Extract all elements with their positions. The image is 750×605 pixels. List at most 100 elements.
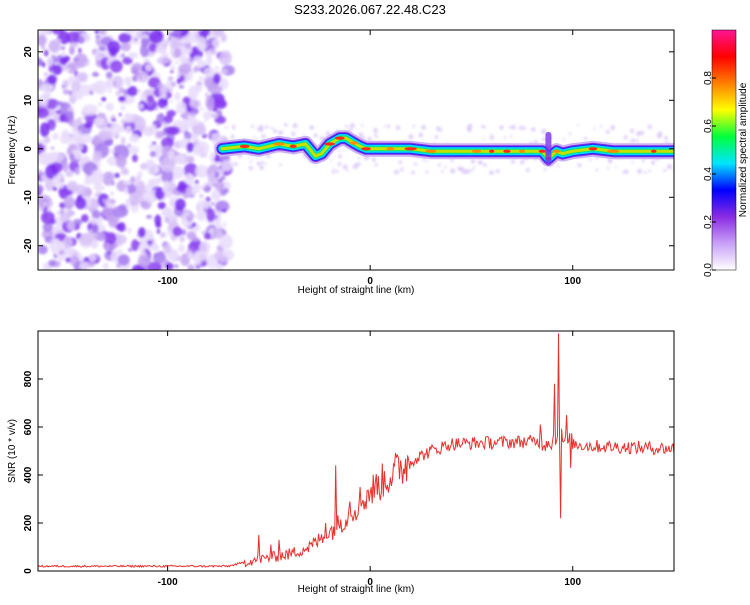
heatmap-faint-blob xyxy=(450,168,456,174)
heatmap-noise-blob xyxy=(168,31,174,37)
heatmap-noise-blob xyxy=(93,117,105,126)
heatmap-faint-blob xyxy=(400,168,404,172)
heatmap-noise-blob xyxy=(167,213,175,223)
heatmap-faint-blob xyxy=(458,166,464,172)
snr-y-tick-label: 800 xyxy=(23,370,34,387)
heatmap-noise-blob xyxy=(178,84,185,89)
heatmap-noise-blob xyxy=(46,56,54,67)
snr-frame xyxy=(38,331,674,571)
heatmap-faint-blob xyxy=(265,125,269,129)
heatmap-noise-blob xyxy=(173,48,182,58)
heatmap-x-axis: -100 0 100 xyxy=(158,30,582,287)
heatmap-noise-blob xyxy=(196,207,201,211)
heatmap-noise-blob xyxy=(115,90,121,97)
heatmap-faint-blob xyxy=(367,136,372,142)
heatmap-noise-blob xyxy=(52,175,61,187)
heatmap-noise-blob xyxy=(48,111,52,117)
heatmap-noise-blob xyxy=(197,60,207,69)
heatmap-noise-blob xyxy=(183,42,192,50)
heatmap-noise-blob xyxy=(214,228,223,240)
heatmap-noise-blob xyxy=(111,118,117,122)
heatmap-noise-blob xyxy=(131,239,139,252)
heatmap-track-hot xyxy=(425,149,437,153)
heatmap-noise-blob xyxy=(153,253,158,258)
heatmap-noise-blob xyxy=(49,238,62,254)
heatmap-noise-blob xyxy=(124,30,137,35)
heatmap-noise-blob xyxy=(123,94,135,105)
heatmap-noise-blob xyxy=(173,30,183,36)
heatmap-noise-blob xyxy=(137,241,141,245)
heatmap-noise-blob xyxy=(137,227,146,238)
heatmap-noise-blob xyxy=(146,261,162,270)
heatmap-y-tick-label: 10 xyxy=(23,94,34,106)
heatmap-faint-blob xyxy=(600,125,603,128)
heatmap-noise-blob xyxy=(134,116,146,132)
heatmap-noise-blob xyxy=(91,169,104,186)
heatmap-track-hot xyxy=(324,142,335,146)
heatmap-faint-blob xyxy=(338,149,341,152)
snr-x-tick-label: 0 xyxy=(367,577,373,588)
heatmap-noise-blob xyxy=(130,176,136,184)
heatmap-faint-blob xyxy=(439,128,443,132)
heatmap-noise-blob xyxy=(215,200,230,213)
heatmap-noise-blob xyxy=(58,30,70,45)
heatmap-noise-blob xyxy=(161,137,174,149)
heatmap-faint-blob xyxy=(233,162,238,167)
heatmap-noise-blob xyxy=(110,191,114,196)
heatmap-noise-blob xyxy=(154,187,165,200)
heatmap-faint-blob xyxy=(482,125,486,129)
heatmap-noise-blob xyxy=(147,178,160,188)
heatmap-noise-blob xyxy=(38,57,43,67)
heatmap-noise-blob xyxy=(72,90,78,98)
heatmap-faint-blob xyxy=(543,167,547,171)
heatmap-noise-blob xyxy=(163,180,171,188)
heatmap-noise-blob xyxy=(67,76,76,85)
heatmap-noise-blob xyxy=(149,150,157,158)
heatmap-faint-blob xyxy=(648,169,651,173)
heatmap-x-tick-label: 0 xyxy=(367,276,373,287)
heatmap-noise-blob xyxy=(78,47,82,54)
heatmap-noise-blob xyxy=(162,94,167,100)
heatmap-noise-blob xyxy=(169,253,179,263)
heatmap-faint-blob xyxy=(508,125,512,129)
heatmap-faint-blob xyxy=(444,165,447,169)
snr-line xyxy=(38,333,674,569)
heatmap-noise-blob xyxy=(91,223,99,234)
heatmap-noise-blob xyxy=(220,175,226,181)
heatmap-noise-blob xyxy=(133,40,140,45)
heatmap-faint-blob xyxy=(577,163,582,168)
heatmap-noise-blob xyxy=(38,34,47,47)
snr-panel: -100 0 100 0 200 400 600 800 Height of straigh… xyxy=(7,330,675,595)
colorbar-border xyxy=(711,29,737,271)
heatmap-faint-blob xyxy=(522,126,527,130)
heatmap-noise-blob xyxy=(174,264,179,268)
heatmap-noise-blob xyxy=(109,199,116,204)
heatmap-noise-blob xyxy=(83,177,93,186)
heatmap-track-hot xyxy=(489,149,495,153)
heatmap-noise-blob xyxy=(59,56,68,66)
snr-y-tick-label: 400 xyxy=(23,466,34,483)
heatmap-faint-blob xyxy=(593,127,596,130)
heatmap-noise-blob xyxy=(202,111,213,119)
heatmap-noise-blob xyxy=(125,198,130,205)
heatmap-noise-blob xyxy=(120,42,131,52)
heatmap-noise-blob xyxy=(170,70,174,74)
heatmap-noise-blob xyxy=(154,214,162,226)
heatmap-noise-blob xyxy=(169,99,174,104)
colorbar-gradient xyxy=(712,30,736,270)
heatmap-faint-blob xyxy=(525,168,530,173)
heatmap-noise-blob xyxy=(74,184,87,195)
figure-title: S233.2026.067.22.48.C23 xyxy=(294,2,446,17)
heatmap-noise-blob xyxy=(40,30,50,35)
heatmap-faint-blob xyxy=(499,125,504,130)
heatmap-noise-blob xyxy=(65,111,74,119)
heatmap-noise-blob xyxy=(40,83,53,93)
heatmap-faint-blob xyxy=(248,166,253,171)
heatmap-y-tick-label: -20 xyxy=(23,238,34,253)
heatmap-noise-blob xyxy=(204,92,209,98)
heatmap-faint-blob xyxy=(518,125,523,130)
heatmap-noise-blob xyxy=(94,50,103,61)
heatmap-noise-blob xyxy=(80,214,89,223)
snr-x-tick-label: 100 xyxy=(564,577,581,588)
snr-series xyxy=(38,333,674,569)
